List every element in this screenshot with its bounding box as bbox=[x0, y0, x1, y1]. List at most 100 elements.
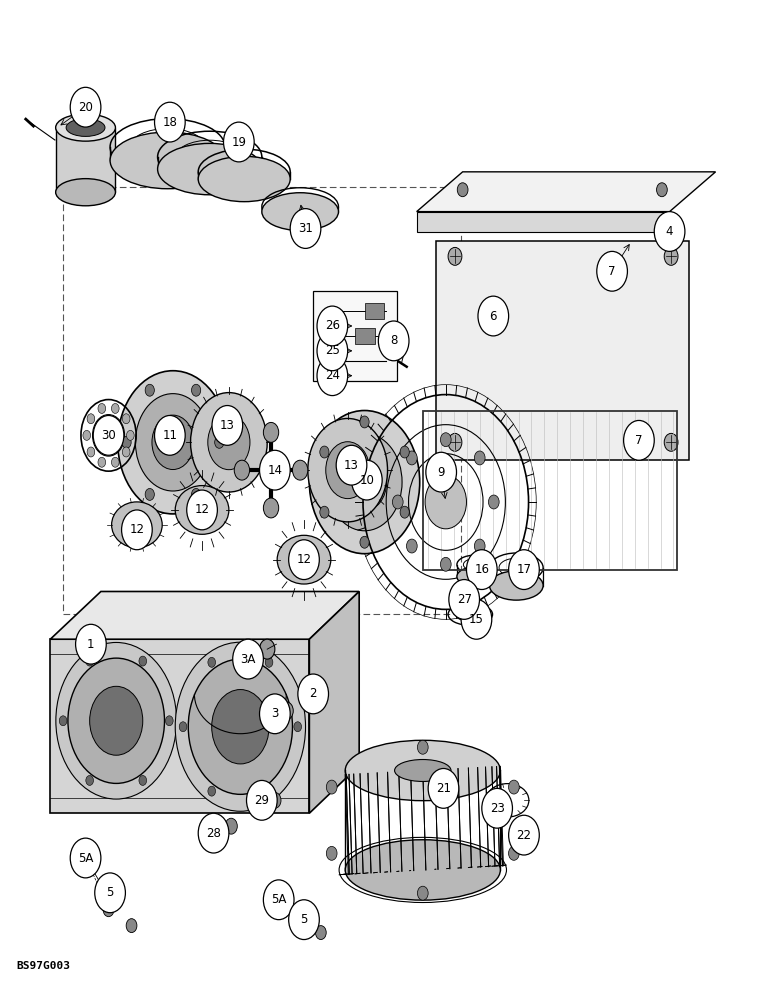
Ellipse shape bbox=[112, 502, 162, 548]
Circle shape bbox=[86, 775, 93, 785]
Ellipse shape bbox=[277, 535, 331, 584]
Text: 27: 27 bbox=[457, 593, 472, 606]
Text: 12: 12 bbox=[296, 553, 311, 566]
Text: 25: 25 bbox=[325, 344, 340, 357]
Text: 5: 5 bbox=[300, 913, 308, 926]
Circle shape bbox=[509, 846, 520, 860]
Circle shape bbox=[474, 451, 485, 465]
Circle shape bbox=[597, 251, 628, 291]
Circle shape bbox=[279, 702, 293, 720]
Circle shape bbox=[474, 539, 485, 553]
Circle shape bbox=[191, 393, 267, 492]
Circle shape bbox=[246, 780, 277, 820]
Circle shape bbox=[212, 406, 242, 445]
Text: 24: 24 bbox=[325, 369, 340, 382]
Text: 5: 5 bbox=[107, 886, 113, 899]
Circle shape bbox=[440, 557, 451, 571]
Circle shape bbox=[198, 813, 229, 853]
Text: 28: 28 bbox=[206, 827, 221, 840]
Text: 3: 3 bbox=[271, 707, 279, 720]
Text: 30: 30 bbox=[101, 429, 116, 442]
Circle shape bbox=[317, 356, 347, 396]
Circle shape bbox=[664, 247, 678, 265]
Text: 26: 26 bbox=[325, 319, 340, 332]
Circle shape bbox=[87, 447, 95, 457]
Circle shape bbox=[70, 87, 101, 127]
Circle shape bbox=[208, 786, 215, 796]
Circle shape bbox=[165, 716, 173, 726]
Circle shape bbox=[139, 656, 147, 666]
Circle shape bbox=[59, 716, 67, 726]
Text: 13: 13 bbox=[344, 459, 359, 472]
Ellipse shape bbox=[198, 156, 290, 202]
Circle shape bbox=[259, 694, 290, 734]
Circle shape bbox=[457, 183, 468, 197]
Circle shape bbox=[263, 880, 294, 920]
Text: 5A: 5A bbox=[78, 851, 93, 864]
Text: 18: 18 bbox=[162, 116, 178, 129]
Circle shape bbox=[509, 815, 540, 855]
Circle shape bbox=[290, 209, 321, 248]
Circle shape bbox=[426, 452, 456, 492]
Circle shape bbox=[461, 599, 492, 639]
Text: 4: 4 bbox=[665, 225, 673, 238]
Text: 10: 10 bbox=[360, 474, 374, 487]
Circle shape bbox=[154, 102, 185, 142]
Circle shape bbox=[122, 447, 130, 457]
Circle shape bbox=[266, 786, 273, 796]
Polygon shape bbox=[436, 241, 689, 460]
Ellipse shape bbox=[56, 179, 116, 206]
Circle shape bbox=[407, 539, 417, 553]
Circle shape bbox=[139, 775, 147, 785]
Circle shape bbox=[212, 690, 269, 764]
Ellipse shape bbox=[157, 143, 262, 195]
Text: 7: 7 bbox=[635, 434, 642, 447]
Circle shape bbox=[327, 780, 337, 794]
Circle shape bbox=[509, 780, 520, 794]
Text: 8: 8 bbox=[390, 334, 398, 347]
Circle shape bbox=[327, 846, 337, 860]
Circle shape bbox=[418, 886, 428, 900]
Circle shape bbox=[418, 740, 428, 754]
Circle shape bbox=[76, 624, 107, 664]
Circle shape bbox=[232, 639, 263, 679]
Text: 12: 12 bbox=[130, 523, 144, 536]
Circle shape bbox=[400, 506, 409, 518]
Text: 12: 12 bbox=[195, 503, 209, 516]
Circle shape bbox=[326, 442, 370, 499]
Polygon shape bbox=[56, 128, 116, 192]
Circle shape bbox=[392, 495, 403, 509]
Ellipse shape bbox=[394, 760, 451, 781]
Circle shape bbox=[400, 446, 409, 458]
Circle shape bbox=[303, 682, 317, 700]
Ellipse shape bbox=[345, 840, 500, 900]
Circle shape bbox=[289, 900, 320, 940]
Circle shape bbox=[187, 490, 218, 530]
Circle shape bbox=[317, 306, 347, 346]
Bar bbox=[63, 187, 461, 614]
Circle shape bbox=[263, 422, 279, 442]
Circle shape bbox=[269, 792, 281, 808]
Circle shape bbox=[428, 768, 459, 808]
Circle shape bbox=[336, 445, 367, 485]
Circle shape bbox=[656, 183, 667, 197]
Circle shape bbox=[466, 550, 497, 589]
Circle shape bbox=[118, 371, 228, 514]
Circle shape bbox=[378, 321, 409, 361]
Circle shape bbox=[135, 394, 211, 491]
Circle shape bbox=[121, 510, 152, 550]
Circle shape bbox=[360, 416, 369, 428]
Circle shape bbox=[266, 657, 273, 667]
Circle shape bbox=[126, 919, 137, 933]
Circle shape bbox=[294, 722, 302, 732]
Text: 15: 15 bbox=[469, 613, 484, 626]
Bar bbox=[355, 328, 374, 344]
Circle shape bbox=[98, 403, 106, 413]
Circle shape bbox=[208, 415, 250, 470]
Text: 14: 14 bbox=[267, 464, 283, 477]
Text: 1: 1 bbox=[87, 638, 95, 651]
Circle shape bbox=[509, 550, 540, 589]
Ellipse shape bbox=[66, 119, 105, 136]
Text: 21: 21 bbox=[436, 782, 451, 795]
Circle shape bbox=[122, 436, 131, 448]
